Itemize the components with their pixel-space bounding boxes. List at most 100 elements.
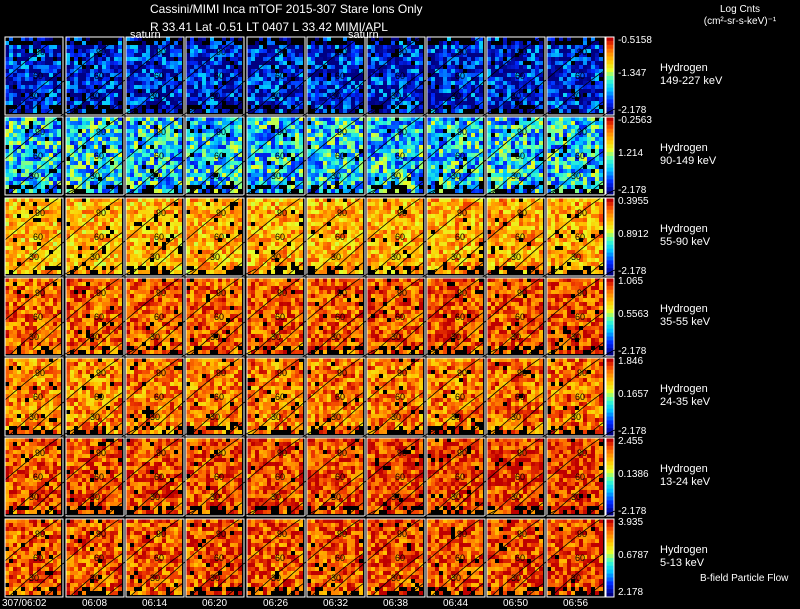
time-tick-1: 06:08 — [82, 598, 107, 609]
scale-mid-6: 0.6787 — [618, 550, 649, 561]
image-row-0: 90 60 30 90 60 30 90 60 30 90 60 30 90 60 30 90 60 30 90 60… — [0, 28, 617, 117]
svg-text:90: 90 — [216, 127, 226, 137]
row-species-5: Hydrogen — [660, 463, 708, 476]
svg-text:90: 90 — [517, 47, 527, 57]
svg-text:30: 30 — [210, 171, 220, 181]
svg-text:60: 60 — [575, 151, 585, 161]
row-species-3: Hydrogen — [660, 303, 708, 316]
units-line-2: (cm²-sr-s-keV)⁻¹ — [690, 16, 790, 28]
scale-mid-0: -1.347 — [618, 68, 646, 79]
svg-text:60: 60 — [455, 151, 465, 161]
colorbar-4 — [606, 358, 614, 437]
svg-text:90: 90 — [577, 47, 587, 57]
image-row-3: 9060309060309060309060309060309060309060… — [0, 269, 617, 358]
svg-text:30: 30 — [150, 171, 160, 181]
svg-text:30: 30 — [571, 91, 581, 101]
saturn-label-2: saturn — [348, 29, 379, 41]
units-label: Log Cnts (cm²-sr-s-keV)⁻¹ — [690, 4, 790, 28]
row-species-0: Hydrogen — [660, 62, 708, 75]
plot-title: Cassini/MIMI Inca mTOF 2015-307 Stare Io… — [150, 2, 423, 16]
svg-text:90: 90 — [397, 47, 407, 57]
scale-min-5: -2.178 — [618, 506, 646, 517]
svg-text:60: 60 — [395, 151, 405, 161]
svg-text:30: 30 — [90, 91, 100, 101]
svg-text:30: 30 — [210, 91, 220, 101]
svg-text:90: 90 — [96, 47, 106, 57]
scale-max-0: -0.5158 — [618, 35, 652, 46]
svg-text:90: 90 — [216, 47, 226, 57]
svg-text:90: 90 — [517, 127, 527, 137]
svg-text:60: 60 — [154, 151, 164, 161]
svg-text:90: 90 — [397, 127, 407, 137]
row-energy-0: 149-227 keV — [660, 75, 722, 88]
colorbar-5 — [606, 438, 614, 517]
svg-text:30: 30 — [90, 171, 100, 181]
scale-mid-5: 0.1386 — [618, 469, 649, 480]
scale-max-4: 1.846 — [618, 356, 643, 367]
svg-text:90: 90 — [277, 47, 287, 57]
svg-text:90: 90 — [337, 127, 347, 137]
svg-text:30: 30 — [271, 171, 281, 181]
scale-max-1: -0.2563 — [618, 115, 652, 126]
row-species-6: Hydrogen — [660, 544, 708, 557]
svg-text:90: 90 — [35, 47, 45, 57]
image-row-5: 9060309060309060309060309060309060309060… — [0, 429, 617, 518]
svg-text:60: 60 — [515, 71, 525, 81]
image-row-6: 9060309060309060309060309060309060309060… — [0, 510, 617, 599]
svg-text:30: 30 — [331, 91, 341, 101]
row-energy-3: 35-55 keV — [660, 316, 710, 329]
image-row-2: 9060309060309060309060309060309060309060… — [0, 189, 617, 278]
svg-text:60: 60 — [94, 151, 104, 161]
row-energy-6: 5-13 keV — [660, 557, 704, 570]
svg-text:90: 90 — [156, 127, 166, 137]
row-energy-4: 24-35 keV — [660, 396, 710, 409]
colorbar-1 — [606, 117, 614, 196]
svg-text:60: 60 — [214, 71, 224, 81]
row-species-4: Hydrogen — [660, 383, 708, 396]
svg-text:90: 90 — [577, 127, 587, 137]
scale-max-3: 1.065 — [618, 276, 643, 287]
svg-text:60: 60 — [154, 71, 164, 81]
colorbar-3 — [606, 278, 614, 357]
scale-min-6: 2.178 — [618, 587, 643, 598]
units-line-1: Log Cnts — [690, 4, 790, 16]
scale-mid-4: 0.1657 — [618, 389, 649, 400]
time-tick-7: 06:44 — [443, 598, 468, 609]
svg-text:60: 60 — [335, 71, 345, 81]
svg-text:90: 90 — [337, 47, 347, 57]
svg-text:60: 60 — [575, 71, 585, 81]
svg-text:30: 30 — [29, 171, 39, 181]
scale-max-5: 2.455 — [618, 436, 643, 447]
time-tick-5: 06:32 — [323, 598, 348, 609]
svg-text:60: 60 — [94, 71, 104, 81]
svg-text:90: 90 — [277, 127, 287, 137]
svg-text:60: 60 — [275, 151, 285, 161]
row-energy-1: 90-149 keV — [660, 155, 716, 168]
svg-text:60: 60 — [515, 151, 525, 161]
svg-text:30: 30 — [271, 91, 281, 101]
svg-text:30: 30 — [391, 91, 401, 101]
bfield-flow-label: B-field Particle Flow — [700, 573, 788, 584]
scale-max-6: 3.935 — [618, 517, 643, 528]
svg-text:60: 60 — [214, 151, 224, 161]
scale-mid-1: 1.214 — [618, 148, 643, 159]
svg-text:30: 30 — [29, 91, 39, 101]
row-species-1: Hydrogen — [660, 142, 708, 155]
row-energy-5: 13-24 keV — [660, 476, 710, 489]
time-tick-8: 06:50 — [503, 598, 528, 609]
time-tick-0: 307/06:02 — [2, 598, 47, 609]
svg-text:30: 30 — [451, 171, 461, 181]
svg-text:90: 90 — [457, 47, 467, 57]
time-tick-2: 06:14 — [142, 598, 167, 609]
scale-max-2: 0.3955 — [618, 196, 649, 207]
colorbar-2 — [606, 198, 614, 277]
svg-text:90: 90 — [96, 127, 106, 137]
image-row-4: 9060309060309060309060309060309060309060… — [0, 349, 617, 438]
time-tick-9: 06:56 — [563, 598, 588, 609]
scale-mid-3: 0.5563 — [618, 309, 649, 320]
time-tick-4: 06:26 — [263, 598, 288, 609]
svg-text:30: 30 — [451, 91, 461, 101]
scale-min-1: -2.178 — [618, 185, 646, 196]
colorbar-6 — [606, 519, 614, 598]
svg-text:60: 60 — [455, 71, 465, 81]
